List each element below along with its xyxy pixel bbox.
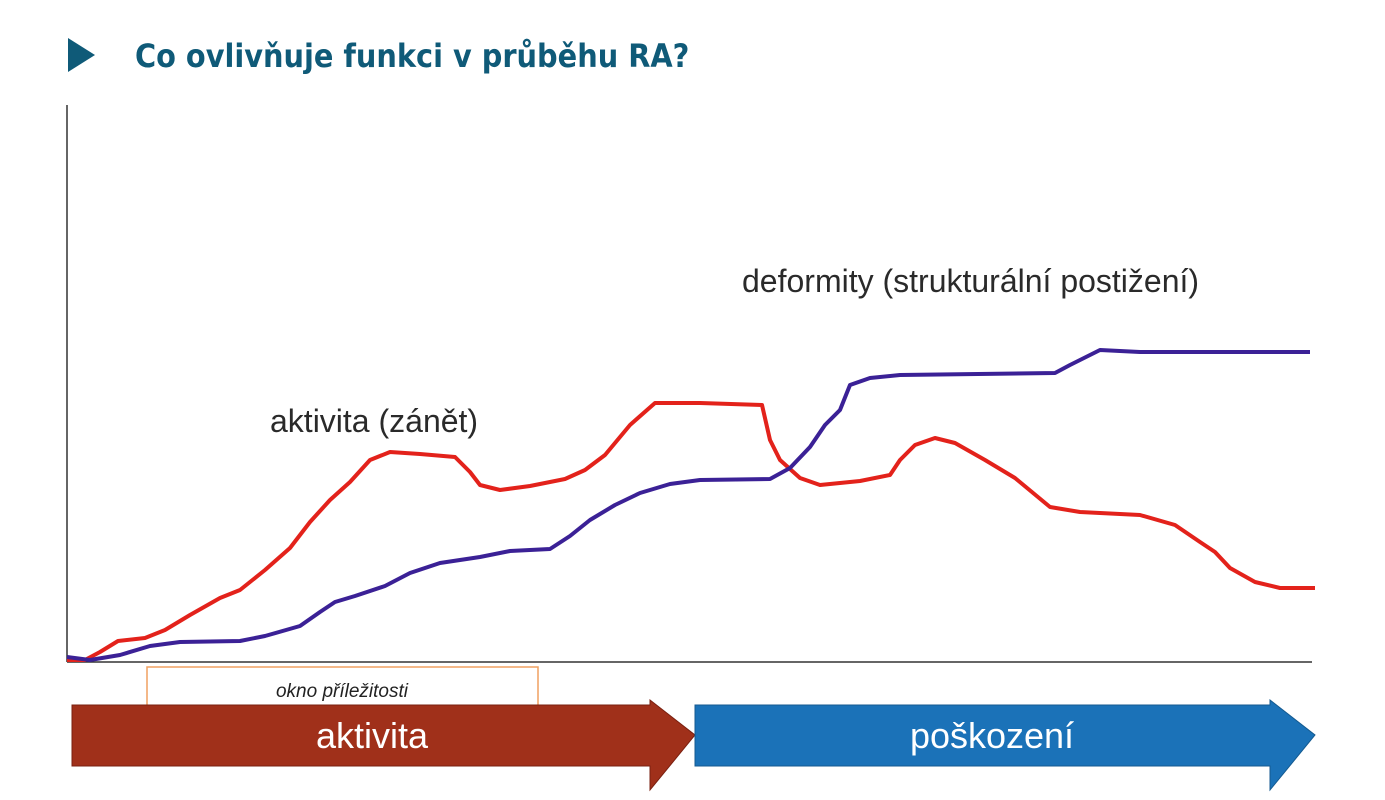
arrow-damage <box>694 698 1316 792</box>
deformity-label: deformity (strukturální postižení) <box>742 263 1199 299</box>
activity-label: aktivita (zánět) <box>270 403 478 439</box>
activity-curve <box>67 401 1315 662</box>
title: Co ovlivňuje funkci v průběhu RA? <box>135 37 689 75</box>
arrow-activity <box>71 698 696 792</box>
arrow-activity-label: aktivita <box>316 715 429 756</box>
arrow-damage-label: poškození <box>910 715 1074 756</box>
window-label: okno příležitosti <box>276 681 409 702</box>
deformity-curve <box>66 348 1310 662</box>
title-marker <box>68 38 95 72</box>
